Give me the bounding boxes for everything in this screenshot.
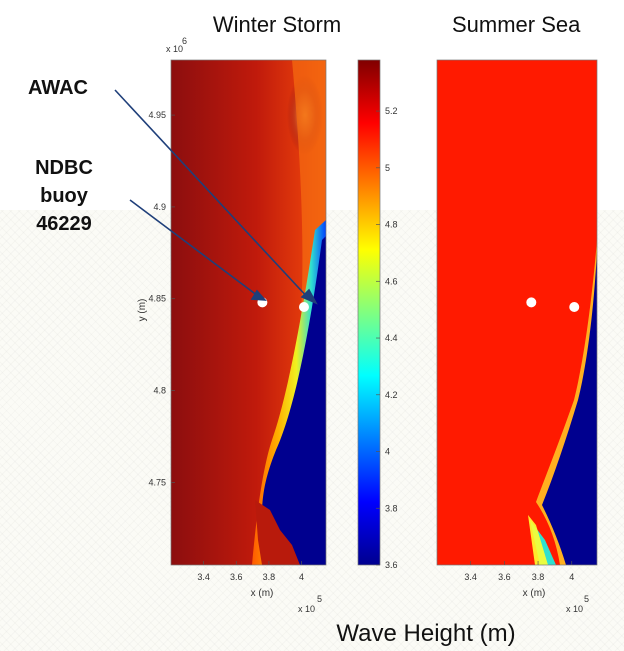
ndbc-label: NDBC buoy 46229 — [35, 157, 93, 235]
colorbar-tick-label: 4.8 — [385, 220, 398, 230]
awac-arrowhead — [300, 288, 318, 305]
y-tick-label: 4.75 — [148, 477, 166, 487]
x-exponent-label-summer: x 10 — [566, 604, 583, 614]
ndbc-arrow — [129, 199, 259, 297]
colorbar-tick-label: 5 — [385, 163, 390, 173]
colorbar-caption: Wave Height (m) — [336, 620, 515, 647]
x-tick-label: 4 — [569, 572, 574, 582]
colorbar-tick-label: 4.2 — [385, 390, 398, 400]
y-axis-ticks: 4.95 4.9 4.85 4.8 4.75 — [148, 110, 175, 487]
colorbar-ticks: 5.2 5 4.8 4.6 4.4 4.2 4 3.8 3.6 — [376, 106, 398, 570]
x-axis-ticks-summer: 3.4 3.6 3.8 4 — [464, 561, 574, 582]
x-tick-label: 3.4 — [197, 572, 210, 582]
colorbar: 5.2 5 4.8 4.6 4.4 4.2 4 3.8 3.6 — [357, 59, 398, 570]
y-axis-label: y (m) — [137, 299, 148, 322]
x-tick-label: 3.8 — [532, 572, 545, 582]
west-station-marker — [526, 297, 537, 308]
awac-label: AWAC — [28, 77, 88, 99]
y-exponent-power: 6 — [182, 36, 187, 46]
y-exponent-label: x 10 — [166, 44, 183, 54]
east-station-marker — [569, 301, 580, 312]
winter-heatmap — [171, 60, 326, 565]
annotation-arrows — [114, 89, 318, 305]
x-axis-label-winter: x (m) — [251, 588, 274, 599]
y-tick-label: 4.95 — [148, 110, 166, 120]
east-station-marker — [298, 301, 309, 312]
colorbar-tick-label: 3.8 — [385, 503, 398, 513]
x-exponent-power-summer: 5 — [584, 594, 589, 604]
colorbar-tick-label: 5.2 — [385, 106, 398, 116]
colorbar-tick-label: 4.6 — [385, 276, 398, 286]
x-exponent-power-winter: 5 — [317, 594, 322, 604]
colorbar-tick-label: 4 — [385, 447, 390, 457]
x-axis-ticks-winter: 3.4 3.6 3.8 4 — [197, 561, 304, 582]
panel-title-winter: Winter Storm — [213, 12, 341, 37]
y-tick-label: 4.85 — [148, 294, 166, 304]
x-tick-label: 3.4 — [464, 572, 477, 582]
summer-heatmap — [437, 60, 597, 565]
y-tick-label: 4.8 — [153, 386, 166, 396]
x-axis-label-summer: x (m) — [523, 588, 546, 599]
panel-title-summer: Summer Sea — [452, 12, 581, 37]
x-tick-label: 3.6 — [230, 572, 243, 582]
awac-arrow — [114, 89, 311, 301]
x-exponent-label-winter: x 10 — [298, 604, 315, 614]
colorbar-tick-label: 3.6 — [385, 560, 398, 570]
x-tick-label: 4 — [299, 572, 304, 582]
winter-frame — [170, 59, 327, 566]
summer-frame — [436, 59, 598, 566]
x-tick-label: 3.6 — [498, 572, 511, 582]
ndbc-arrowhead — [250, 289, 267, 301]
y-tick-label: 4.9 — [153, 202, 166, 212]
colorbar-tick-label: 4.4 — [385, 333, 398, 343]
x-tick-label: 3.8 — [263, 572, 276, 582]
